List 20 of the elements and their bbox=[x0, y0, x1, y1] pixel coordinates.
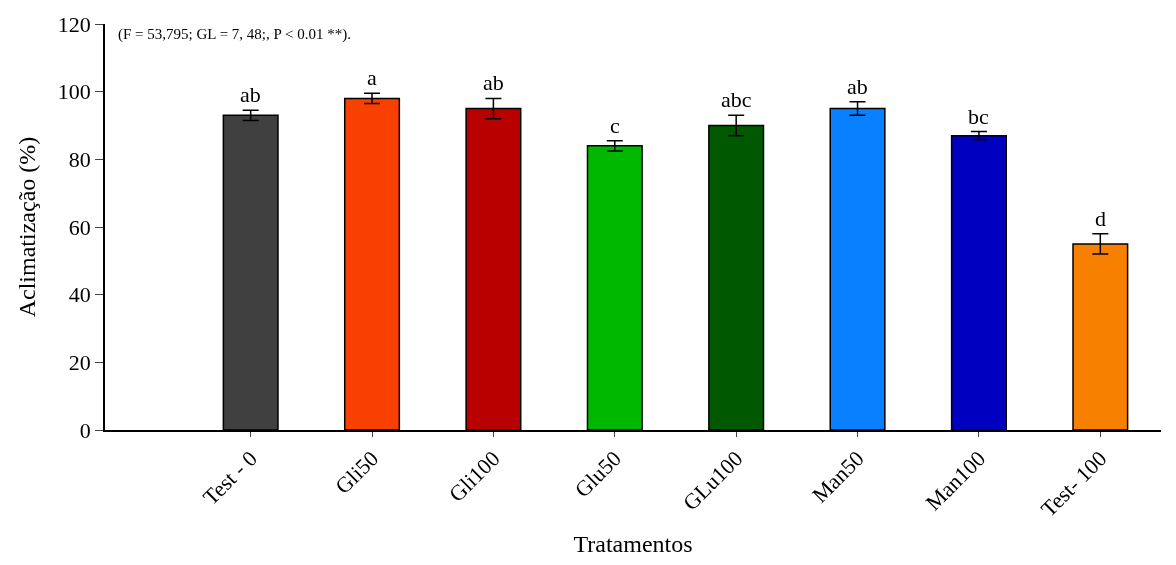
y-tick-label: 20 bbox=[68, 350, 91, 376]
x-tick-label: Test - 0 bbox=[197, 445, 262, 510]
y-tick-label: 80 bbox=[68, 147, 91, 173]
y-tick-label: 120 bbox=[57, 11, 91, 37]
data-label: d bbox=[1095, 206, 1106, 231]
data-label: ab bbox=[847, 74, 868, 99]
y-tick-label: 0 bbox=[79, 417, 91, 443]
annotation: (F = 53,795; GL = 7, 48;, P < 0.01 **). bbox=[118, 26, 352, 43]
data-label: c bbox=[610, 113, 620, 138]
data-label: ab bbox=[240, 82, 261, 107]
data-label: a bbox=[367, 65, 377, 90]
data-label: abc bbox=[721, 87, 752, 112]
x-axis-title: Tratamentos bbox=[573, 531, 693, 558]
y-axis-title: Aclimatização (%) bbox=[14, 136, 41, 318]
y-tick-label: 60 bbox=[68, 214, 91, 240]
data-label: ab bbox=[483, 70, 504, 95]
x-tick-label: Test- 100 bbox=[1035, 445, 1112, 522]
y-tick-label: 40 bbox=[68, 282, 91, 308]
y-tick-label: 100 bbox=[57, 79, 91, 105]
data-label: bc bbox=[968, 104, 989, 129]
